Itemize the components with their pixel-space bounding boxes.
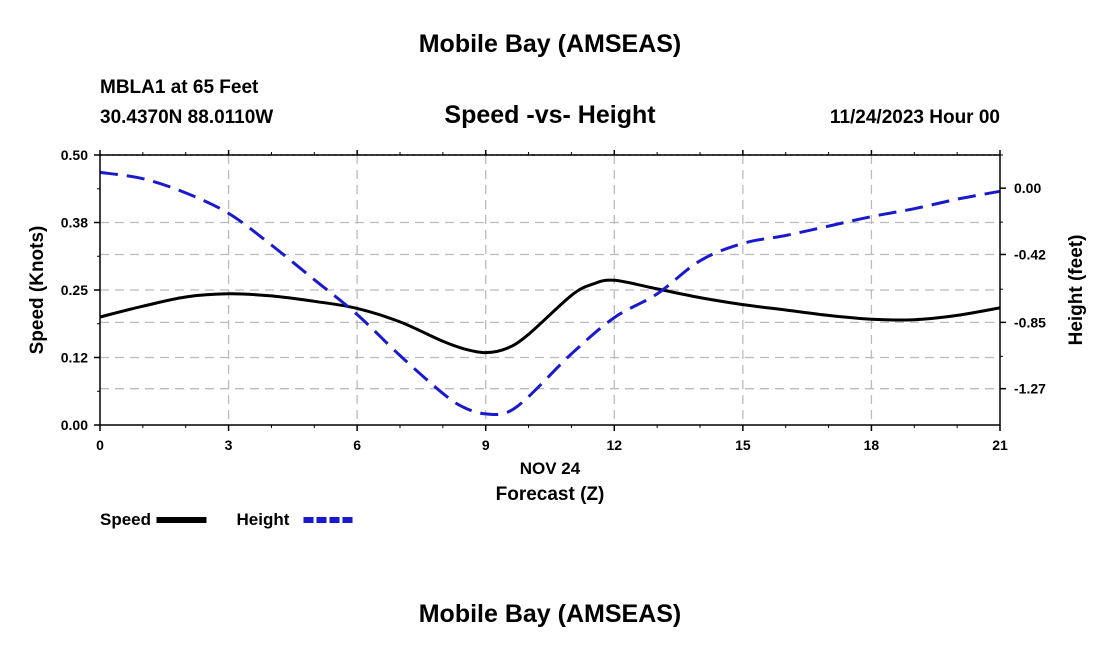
y-tick-label: 0.00 [61, 417, 88, 433]
coordinates-label: 30.4370N 88.0110W [100, 107, 274, 128]
x-tick-label: 12 [606, 437, 622, 453]
x-tick-label: 6 [353, 437, 361, 453]
y2-tick-label: -0.42 [1014, 246, 1046, 262]
x-date-label: NOV 24 [520, 459, 581, 478]
grid-lines [100, 154, 1000, 425]
chart-title-bottom: Mobile Bay (AMSEAS) [418, 600, 682, 628]
x-axis-label: Forecast (Z) [496, 484, 605, 505]
chart-subtitle: Speed -vs- Height [444, 101, 656, 129]
y2-tick-label: -1.27 [1014, 381, 1046, 397]
station-label: MBLA1 at 65 Feet [100, 77, 259, 98]
y2-tick-label: -0.85 [1014, 314, 1046, 330]
y-tick-label: 0.25 [61, 282, 88, 298]
series-line-speed [99, 278, 1001, 355]
y2-tick-label: 0.00 [1014, 180, 1041, 196]
series-line-height [99, 170, 1001, 417]
legend: Speed Height [100, 510, 354, 529]
series-layer [99, 170, 1001, 417]
forecast-datetime: 11/24/2023 Hour 00 [829, 107, 1000, 128]
y-axis-label: Speed (Knots) [27, 226, 48, 355]
legend-label-speed: Speed [100, 510, 151, 529]
x-tick-label: 3 [225, 437, 233, 453]
x-tick-label: 18 [864, 437, 880, 453]
y-tick-label: 0.38 [61, 215, 88, 231]
y-tick-label: 0.12 [61, 350, 88, 366]
x-tick-label: 9 [482, 437, 490, 453]
chart-title-top: Mobile Bay (AMSEAS) [418, 30, 682, 58]
axis-layer: 0 3 6 9 12 15 18 21 0.00 0.12 0.25 0.38 0.50 0.00 -0.4… [61, 147, 1046, 453]
y2-axis-label: Height (feet) [1066, 235, 1087, 346]
y-tick-label: 0.50 [61, 147, 88, 163]
x-tick-label: 15 [735, 437, 751, 453]
legend-label-height: Height [237, 510, 290, 529]
x-tick-label: 21 [992, 437, 1008, 453]
x-tick-label: 0 [96, 437, 104, 453]
